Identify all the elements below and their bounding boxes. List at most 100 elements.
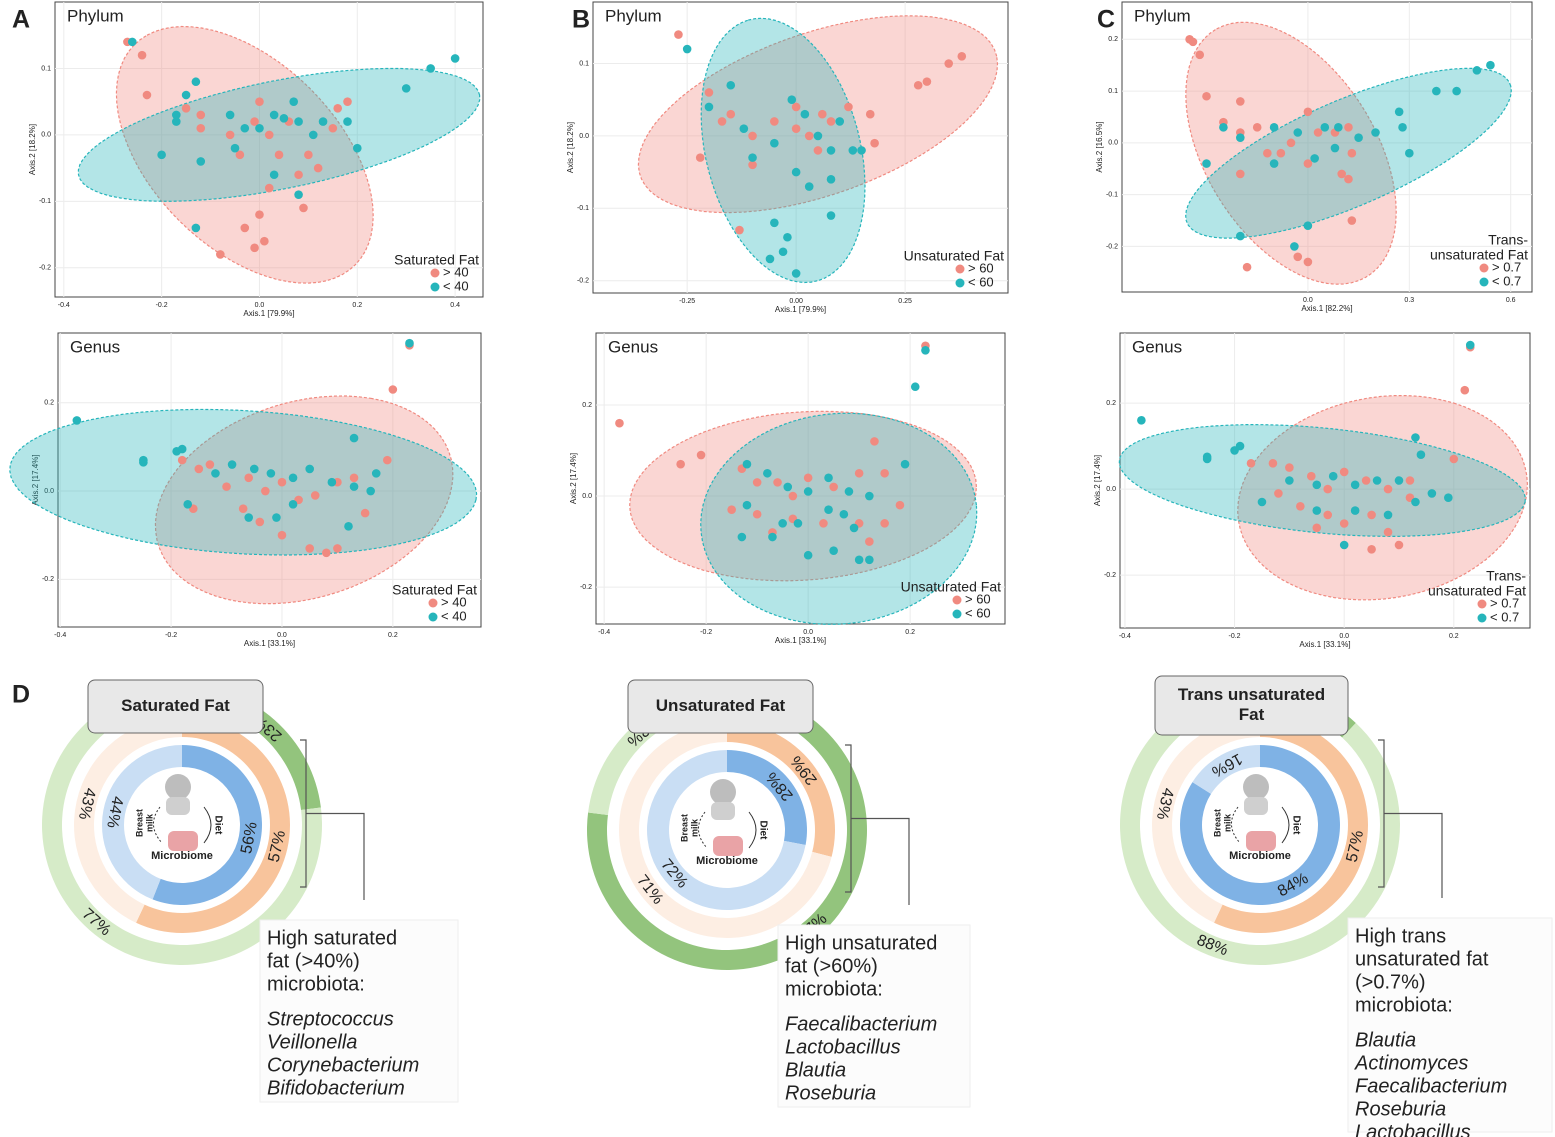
point: [763, 468, 772, 478]
point: [824, 505, 833, 514]
point: [826, 146, 836, 155]
point: [1372, 476, 1382, 485]
point: [752, 478, 762, 487]
info-heading: High trans: [1355, 925, 1446, 947]
y-tick-label: -0.2: [577, 278, 589, 285]
y-axis-label: Axis.2 [18.2%]: [28, 124, 37, 175]
point: [880, 468, 889, 478]
confidence-ellipse: [77, 67, 481, 202]
point: [261, 486, 270, 496]
info-box: [259, 919, 459, 1103]
genus: Blautia: [785, 1059, 846, 1081]
point: [264, 130, 274, 140]
point: [788, 491, 798, 501]
y-tick-label: 0.0: [1108, 140, 1118, 147]
point: [770, 218, 779, 228]
point: [1411, 433, 1420, 442]
y-tick-label: 0.1: [579, 60, 589, 67]
point: [1339, 519, 1349, 528]
intestine-icon: [1246, 831, 1276, 851]
confidence-ellipse: [637, 15, 999, 214]
point: [1347, 216, 1357, 225]
point: [288, 499, 298, 509]
confidence-ellipse: [1237, 395, 1529, 601]
point: [1313, 128, 1323, 137]
point: [1472, 66, 1482, 75]
point: [854, 555, 864, 565]
cycle-arrow: [748, 811, 757, 849]
title-box: [87, 679, 264, 734]
point: [844, 487, 854, 496]
point: [704, 102, 714, 112]
ring-segment: [1192, 745, 1260, 794]
point: [1465, 340, 1475, 350]
legend-swatch: [952, 609, 962, 619]
point: [235, 150, 245, 160]
point: [676, 459, 685, 469]
bracket: [845, 744, 910, 905]
point: [768, 532, 777, 542]
point: [255, 517, 265, 527]
bracket: [300, 739, 365, 900]
panel-label: D: [12, 681, 30, 709]
point: [305, 544, 314, 553]
legend-title: Saturated Fat: [392, 582, 477, 598]
ring-segment: [152, 745, 262, 905]
point: [739, 124, 749, 133]
point: [349, 473, 359, 483]
point: [277, 477, 287, 487]
point: [1347, 148, 1357, 158]
point: [1323, 484, 1333, 494]
plot-area: [592, 1, 1009, 294]
chart-title: Genus: [608, 337, 658, 356]
center-label: Diet: [212, 816, 223, 836]
x-tick-label: -0.4: [598, 629, 610, 636]
point: [249, 464, 259, 474]
point: [333, 544, 342, 553]
point: [1303, 159, 1313, 168]
point: [264, 183, 274, 193]
point: [1306, 471, 1316, 481]
point: [289, 97, 299, 106]
x-axis-label: Axis.1 [79.9%]: [243, 309, 294, 318]
point: [240, 123, 250, 133]
point: [1188, 37, 1198, 47]
point: [304, 150, 313, 160]
intestine-icon: [168, 831, 198, 851]
legend-label: > 0.7: [1492, 259, 1521, 274]
point: [318, 117, 328, 126]
mother-icon: [165, 774, 191, 800]
point: [366, 486, 375, 496]
y-tick-label: -0.2: [580, 584, 592, 591]
point: [1252, 123, 1262, 132]
point: [727, 505, 736, 514]
point: [748, 160, 757, 170]
point: [244, 513, 254, 522]
y-tick-label: 0.2: [1108, 36, 1118, 43]
y-tick-label: 0.2: [582, 402, 592, 409]
y-tick-label: 0.1: [1108, 88, 1118, 95]
point: [250, 243, 259, 253]
point: [371, 469, 381, 478]
point: [1257, 497, 1267, 507]
point: [127, 37, 137, 47]
legend-title: Trans-: [1486, 568, 1526, 584]
point: [405, 338, 414, 348]
point: [1285, 463, 1294, 472]
point: [191, 223, 201, 233]
point: [791, 124, 801, 133]
y-tick-label: -0.1: [1106, 191, 1118, 198]
point: [770, 138, 779, 148]
center-label: Microbiome: [1229, 850, 1291, 862]
point: [177, 455, 187, 465]
point: [695, 153, 705, 162]
cycle-arrow: [698, 811, 708, 849]
legend-swatch: [428, 612, 438, 622]
point: [1219, 123, 1228, 132]
info-box: [1347, 917, 1553, 1133]
point: [1285, 476, 1294, 485]
point: [803, 487, 813, 496]
point: [922, 77, 932, 86]
point: [1269, 159, 1279, 168]
point: [308, 130, 318, 140]
